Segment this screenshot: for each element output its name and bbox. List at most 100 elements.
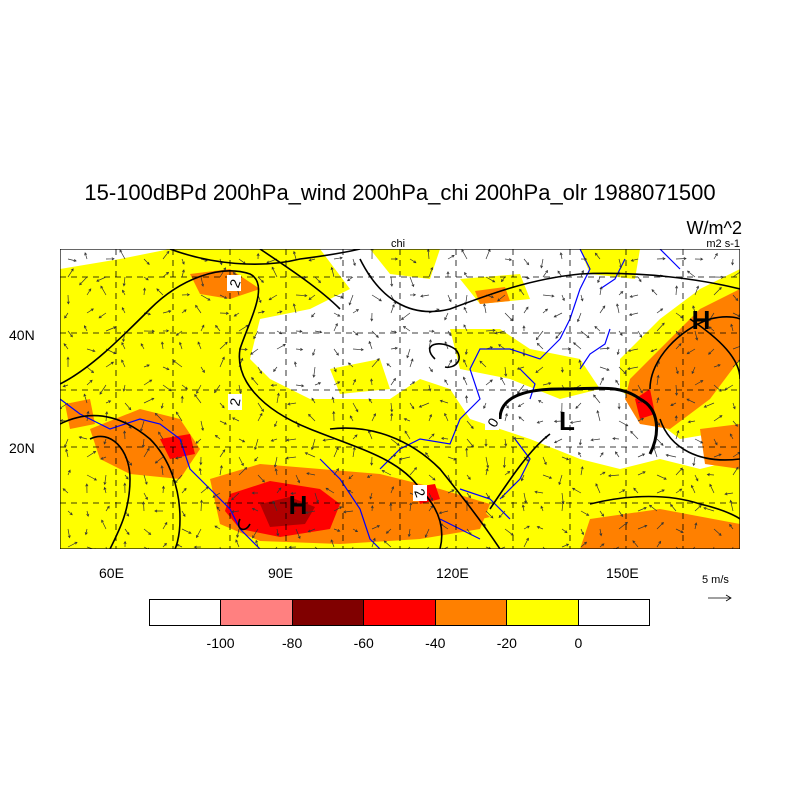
wind-vector — [536, 526, 544, 530]
wind-vector — [308, 294, 316, 301]
wind-vector — [400, 312, 411, 320]
wind-vector — [599, 377, 604, 386]
wind-vector — [594, 252, 601, 260]
wind-vector — [729, 433, 734, 440]
wind-vector — [542, 294, 555, 298]
wind-vector — [607, 474, 620, 478]
wind-vector — [67, 528, 71, 539]
wind-vector — [517, 402, 525, 408]
wind-vector — [694, 438, 704, 444]
wind-vector — [238, 384, 242, 395]
center-labels: H L H — [289, 305, 711, 520]
wind-vector — [578, 438, 582, 446]
wind-vector — [200, 486, 209, 494]
wind-vector — [311, 312, 316, 318]
wind-vector — [614, 451, 620, 458]
wind-vector — [162, 310, 172, 314]
wind-vector — [181, 293, 191, 297]
colorbar-label: -20 — [496, 635, 517, 651]
wind-vector — [484, 439, 488, 447]
wind-vector — [504, 438, 508, 447]
wind-vector — [251, 507, 259, 512]
wind-vector — [84, 252, 88, 260]
lat-label: 20N — [9, 440, 35, 456]
wind-vector — [352, 546, 354, 549]
wind-vector — [352, 528, 359, 532]
wind-vector — [142, 501, 146, 512]
wind-vector — [314, 382, 322, 386]
wind-vector — [86, 288, 92, 296]
wind-vector — [518, 416, 525, 422]
wind-vector — [522, 325, 526, 332]
wind-vector — [656, 521, 664, 530]
wind-vector — [703, 506, 715, 512]
wind-vector — [86, 510, 90, 517]
lat-label: 40N — [9, 327, 35, 343]
wind-vector — [407, 528, 411, 538]
wind-vector — [193, 545, 202, 549]
wind-vector — [485, 276, 496, 283]
wind-vector — [580, 541, 588, 548]
contour-label: 2 — [226, 397, 243, 408]
wind-vector — [276, 330, 283, 335]
wind-vector — [466, 438, 474, 448]
wind-vector — [181, 510, 186, 517]
wind-vector — [599, 366, 610, 371]
wind-vector — [406, 348, 411, 359]
wind-vector — [293, 250, 297, 260]
wind-vector — [162, 366, 170, 371]
wind-vector — [352, 330, 359, 336]
wind-vector — [290, 491, 297, 495]
wind-vector — [444, 379, 449, 386]
wind-vector — [271, 266, 278, 278]
wind-vector — [368, 340, 373, 350]
wind-vector — [637, 506, 647, 512]
wind-vector — [628, 312, 639, 316]
wind-vector — [238, 456, 244, 467]
wind-vector — [447, 330, 452, 337]
wind-vector — [122, 330, 126, 343]
wind-vector — [466, 420, 474, 429]
wind-vector — [67, 330, 73, 338]
wind-vector — [637, 524, 648, 530]
colorbar-label: -40 — [425, 635, 446, 651]
wind-vector — [123, 540, 127, 548]
wind-vector — [330, 266, 335, 278]
wind-vector — [612, 437, 620, 441]
olr-shading-darkred — [260, 497, 315, 527]
wind-vector — [352, 446, 356, 458]
wind-vector — [390, 330, 398, 334]
colorbar-label: -100 — [206, 635, 235, 651]
wind-vector — [500, 276, 506, 283]
wind-vector — [235, 539, 240, 548]
wind-vector — [348, 294, 354, 306]
wind-vector — [686, 348, 696, 355]
wind-vector — [540, 258, 544, 269]
wind-vector — [418, 402, 430, 408]
wind-vector — [143, 528, 152, 535]
wind-vector — [730, 323, 734, 332]
wind-vector — [517, 384, 525, 395]
wind-vector — [332, 410, 336, 422]
wind-vector — [103, 474, 107, 486]
wind-vector — [665, 453, 677, 458]
wind-vector — [504, 412, 508, 422]
wind-vector — [561, 528, 568, 534]
wind-vector — [308, 413, 316, 422]
wind-vector — [124, 474, 129, 480]
wind-vector — [713, 275, 725, 279]
wind-vector — [648, 504, 658, 512]
wind-vector — [200, 294, 211, 301]
wind-vector — [694, 522, 698, 530]
wind-vector — [732, 420, 738, 427]
wind-vector — [304, 452, 316, 458]
wind-vector — [504, 312, 513, 322]
wind-vector — [593, 394, 601, 404]
lat-lon-grid — [60, 249, 740, 549]
wind-vector — [724, 492, 734, 496]
wind-vector — [629, 294, 639, 298]
wind-vector — [67, 268, 74, 278]
high-center-label: H — [289, 490, 308, 520]
wind-vector — [181, 309, 187, 314]
wind-vector — [485, 492, 490, 499]
